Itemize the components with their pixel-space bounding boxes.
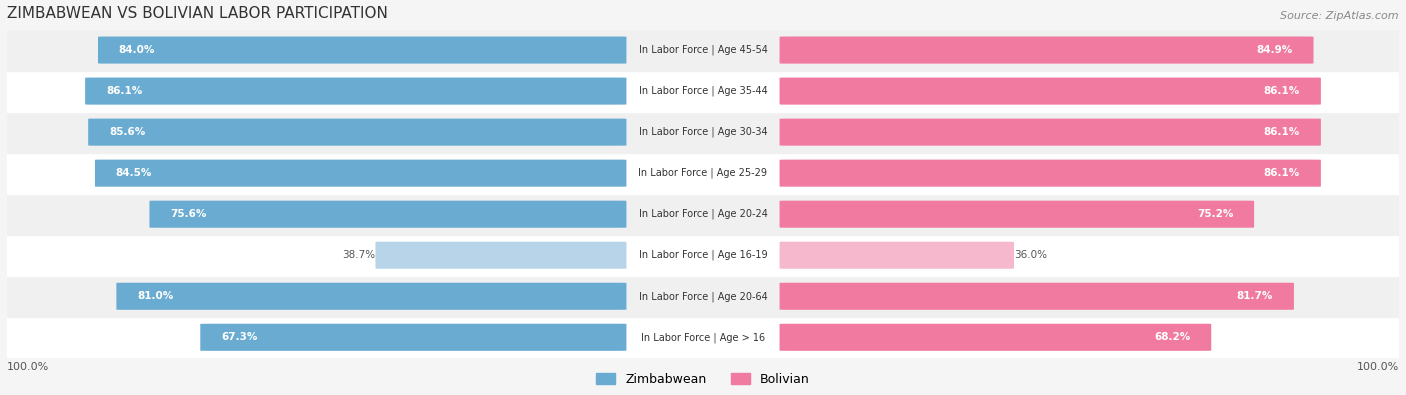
FancyBboxPatch shape — [779, 77, 1320, 105]
Bar — [7, 235, 1399, 276]
Text: ZIMBABWEAN VS BOLIVIAN LABOR PARTICIPATION: ZIMBABWEAN VS BOLIVIAN LABOR PARTICIPATI… — [7, 6, 388, 21]
Text: In Labor Force | Age 16-19: In Labor Force | Age 16-19 — [638, 250, 768, 260]
Bar — [7, 235, 1399, 276]
Text: In Labor Force | Age > 16: In Labor Force | Age > 16 — [641, 332, 765, 342]
Text: 68.2%: 68.2% — [1154, 332, 1191, 342]
Text: 67.3%: 67.3% — [221, 332, 257, 342]
Text: 84.5%: 84.5% — [115, 168, 152, 178]
Bar — [7, 276, 1399, 317]
FancyBboxPatch shape — [98, 36, 627, 64]
FancyBboxPatch shape — [149, 201, 627, 228]
Bar — [7, 112, 1399, 152]
FancyBboxPatch shape — [89, 118, 627, 146]
Legend: Zimbabwean, Bolivian: Zimbabwean, Bolivian — [592, 368, 814, 391]
FancyBboxPatch shape — [117, 283, 627, 310]
Text: 38.7%: 38.7% — [342, 250, 375, 260]
Text: 86.1%: 86.1% — [1264, 86, 1301, 96]
Text: 100.0%: 100.0% — [1357, 362, 1399, 372]
Bar — [7, 276, 1399, 317]
Text: 81.7%: 81.7% — [1237, 291, 1272, 301]
Text: 75.2%: 75.2% — [1197, 209, 1233, 219]
FancyBboxPatch shape — [779, 201, 1254, 228]
Bar — [7, 152, 1399, 194]
Bar — [7, 112, 1399, 152]
Text: In Labor Force | Age 20-64: In Labor Force | Age 20-64 — [638, 291, 768, 301]
Bar — [7, 194, 1399, 235]
FancyBboxPatch shape — [779, 160, 1320, 187]
Text: In Labor Force | Age 25-29: In Labor Force | Age 25-29 — [638, 168, 768, 179]
Text: In Labor Force | Age 35-44: In Labor Force | Age 35-44 — [638, 86, 768, 96]
FancyBboxPatch shape — [779, 242, 1014, 269]
Bar — [7, 317, 1399, 358]
FancyBboxPatch shape — [779, 36, 1313, 64]
Bar — [7, 71, 1399, 112]
Bar — [7, 152, 1399, 194]
Text: 75.6%: 75.6% — [170, 209, 207, 219]
Text: 86.1%: 86.1% — [105, 86, 142, 96]
Text: 84.0%: 84.0% — [120, 45, 155, 55]
Text: In Labor Force | Age 45-54: In Labor Force | Age 45-54 — [638, 45, 768, 55]
FancyBboxPatch shape — [779, 324, 1211, 351]
Text: Source: ZipAtlas.com: Source: ZipAtlas.com — [1281, 11, 1399, 21]
Text: 86.1%: 86.1% — [1264, 168, 1301, 178]
Bar — [7, 30, 1399, 71]
FancyBboxPatch shape — [86, 77, 627, 105]
Text: 81.0%: 81.0% — [138, 291, 173, 301]
Text: 100.0%: 100.0% — [7, 362, 49, 372]
Bar — [7, 194, 1399, 235]
Bar — [7, 317, 1399, 358]
FancyBboxPatch shape — [779, 118, 1320, 146]
Text: 84.9%: 84.9% — [1257, 45, 1292, 55]
FancyBboxPatch shape — [375, 242, 627, 269]
Text: In Labor Force | Age 30-34: In Labor Force | Age 30-34 — [638, 127, 768, 137]
FancyBboxPatch shape — [779, 283, 1294, 310]
Text: 86.1%: 86.1% — [1264, 127, 1301, 137]
FancyBboxPatch shape — [200, 324, 627, 351]
Text: 36.0%: 36.0% — [1014, 250, 1047, 260]
Bar — [7, 30, 1399, 71]
FancyBboxPatch shape — [96, 160, 627, 187]
Text: 85.6%: 85.6% — [110, 127, 145, 137]
Bar — [7, 71, 1399, 112]
Text: In Labor Force | Age 20-24: In Labor Force | Age 20-24 — [638, 209, 768, 220]
